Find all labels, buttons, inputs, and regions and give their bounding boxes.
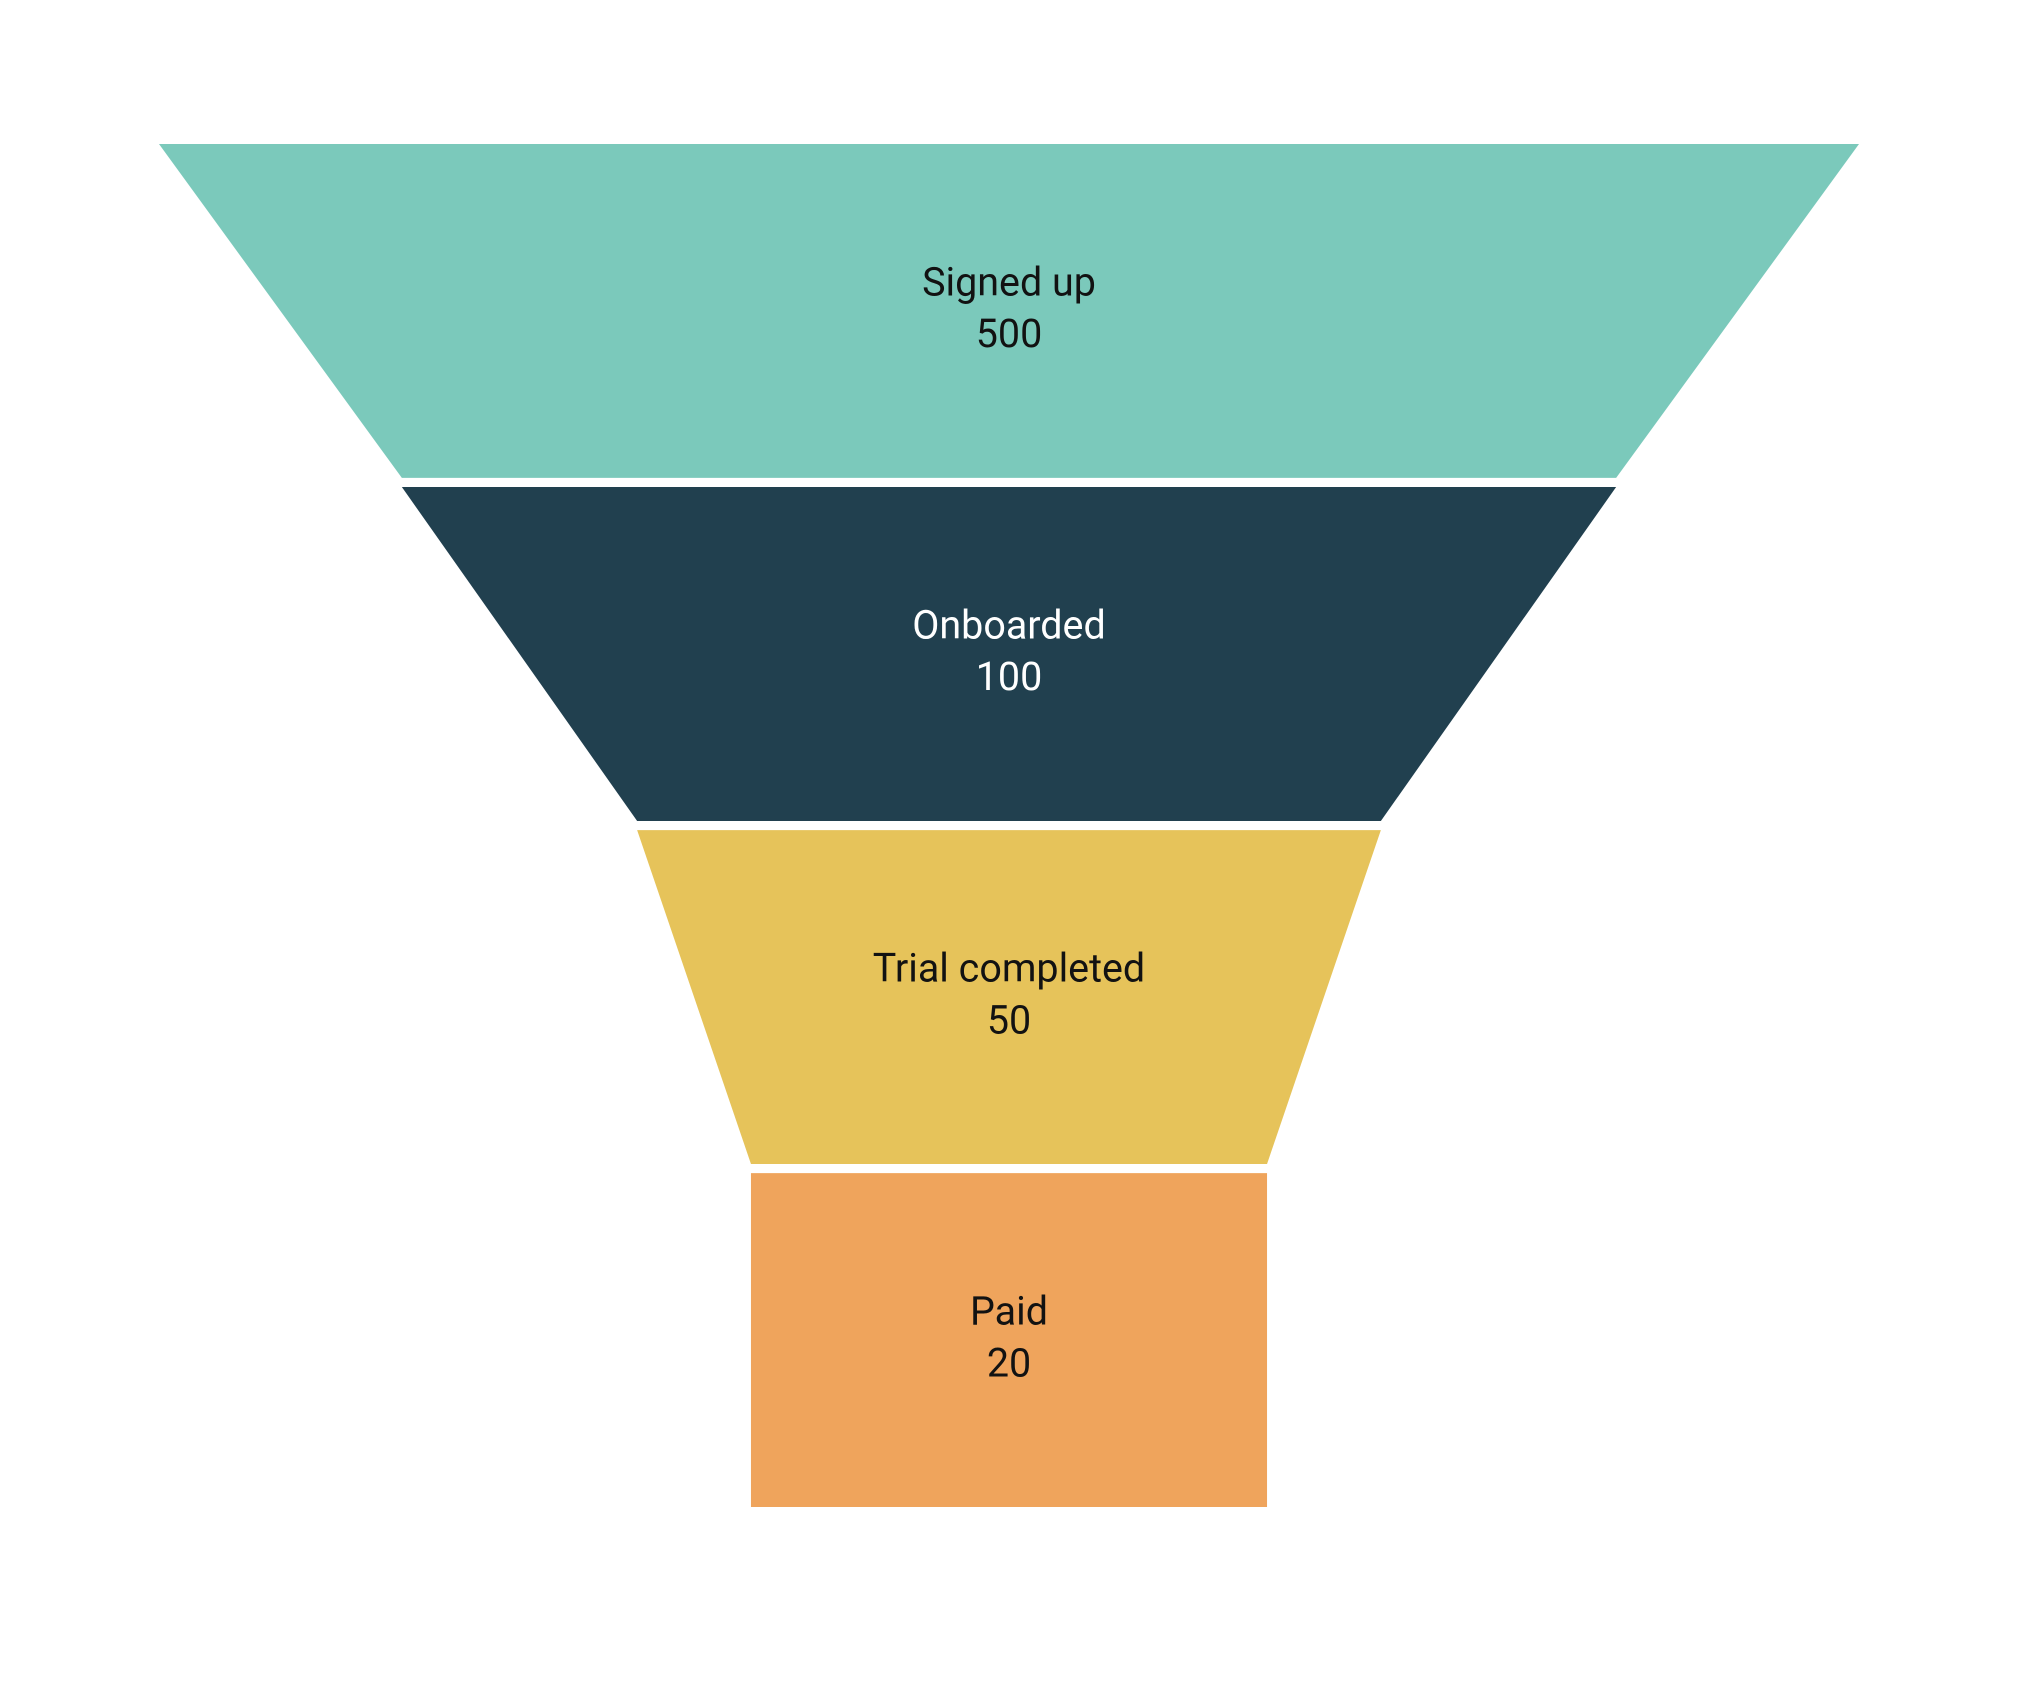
funnel-chart: Signed up 500 Onboarded 100 Trial completed 5…	[159, 144, 1859, 1571]
funnel-stage-label: Onboarded	[912, 601, 1105, 648]
funnel-stage-label: Trial completed	[872, 944, 1144, 991]
funnel-stage-value: 500	[975, 310, 1042, 357]
funnel-stage-label: Signed up	[922, 258, 1096, 305]
funnel-stage-value: 20	[986, 1339, 1030, 1386]
funnel-stage-value: 100	[975, 653, 1042, 700]
funnel-chart-container: Signed up 500 Onboarded 100 Trial completed 5…	[0, 0, 2017, 1694]
funnel-stage-label: Paid	[970, 1287, 1048, 1334]
funnel-stage-value: 50	[986, 996, 1030, 1043]
